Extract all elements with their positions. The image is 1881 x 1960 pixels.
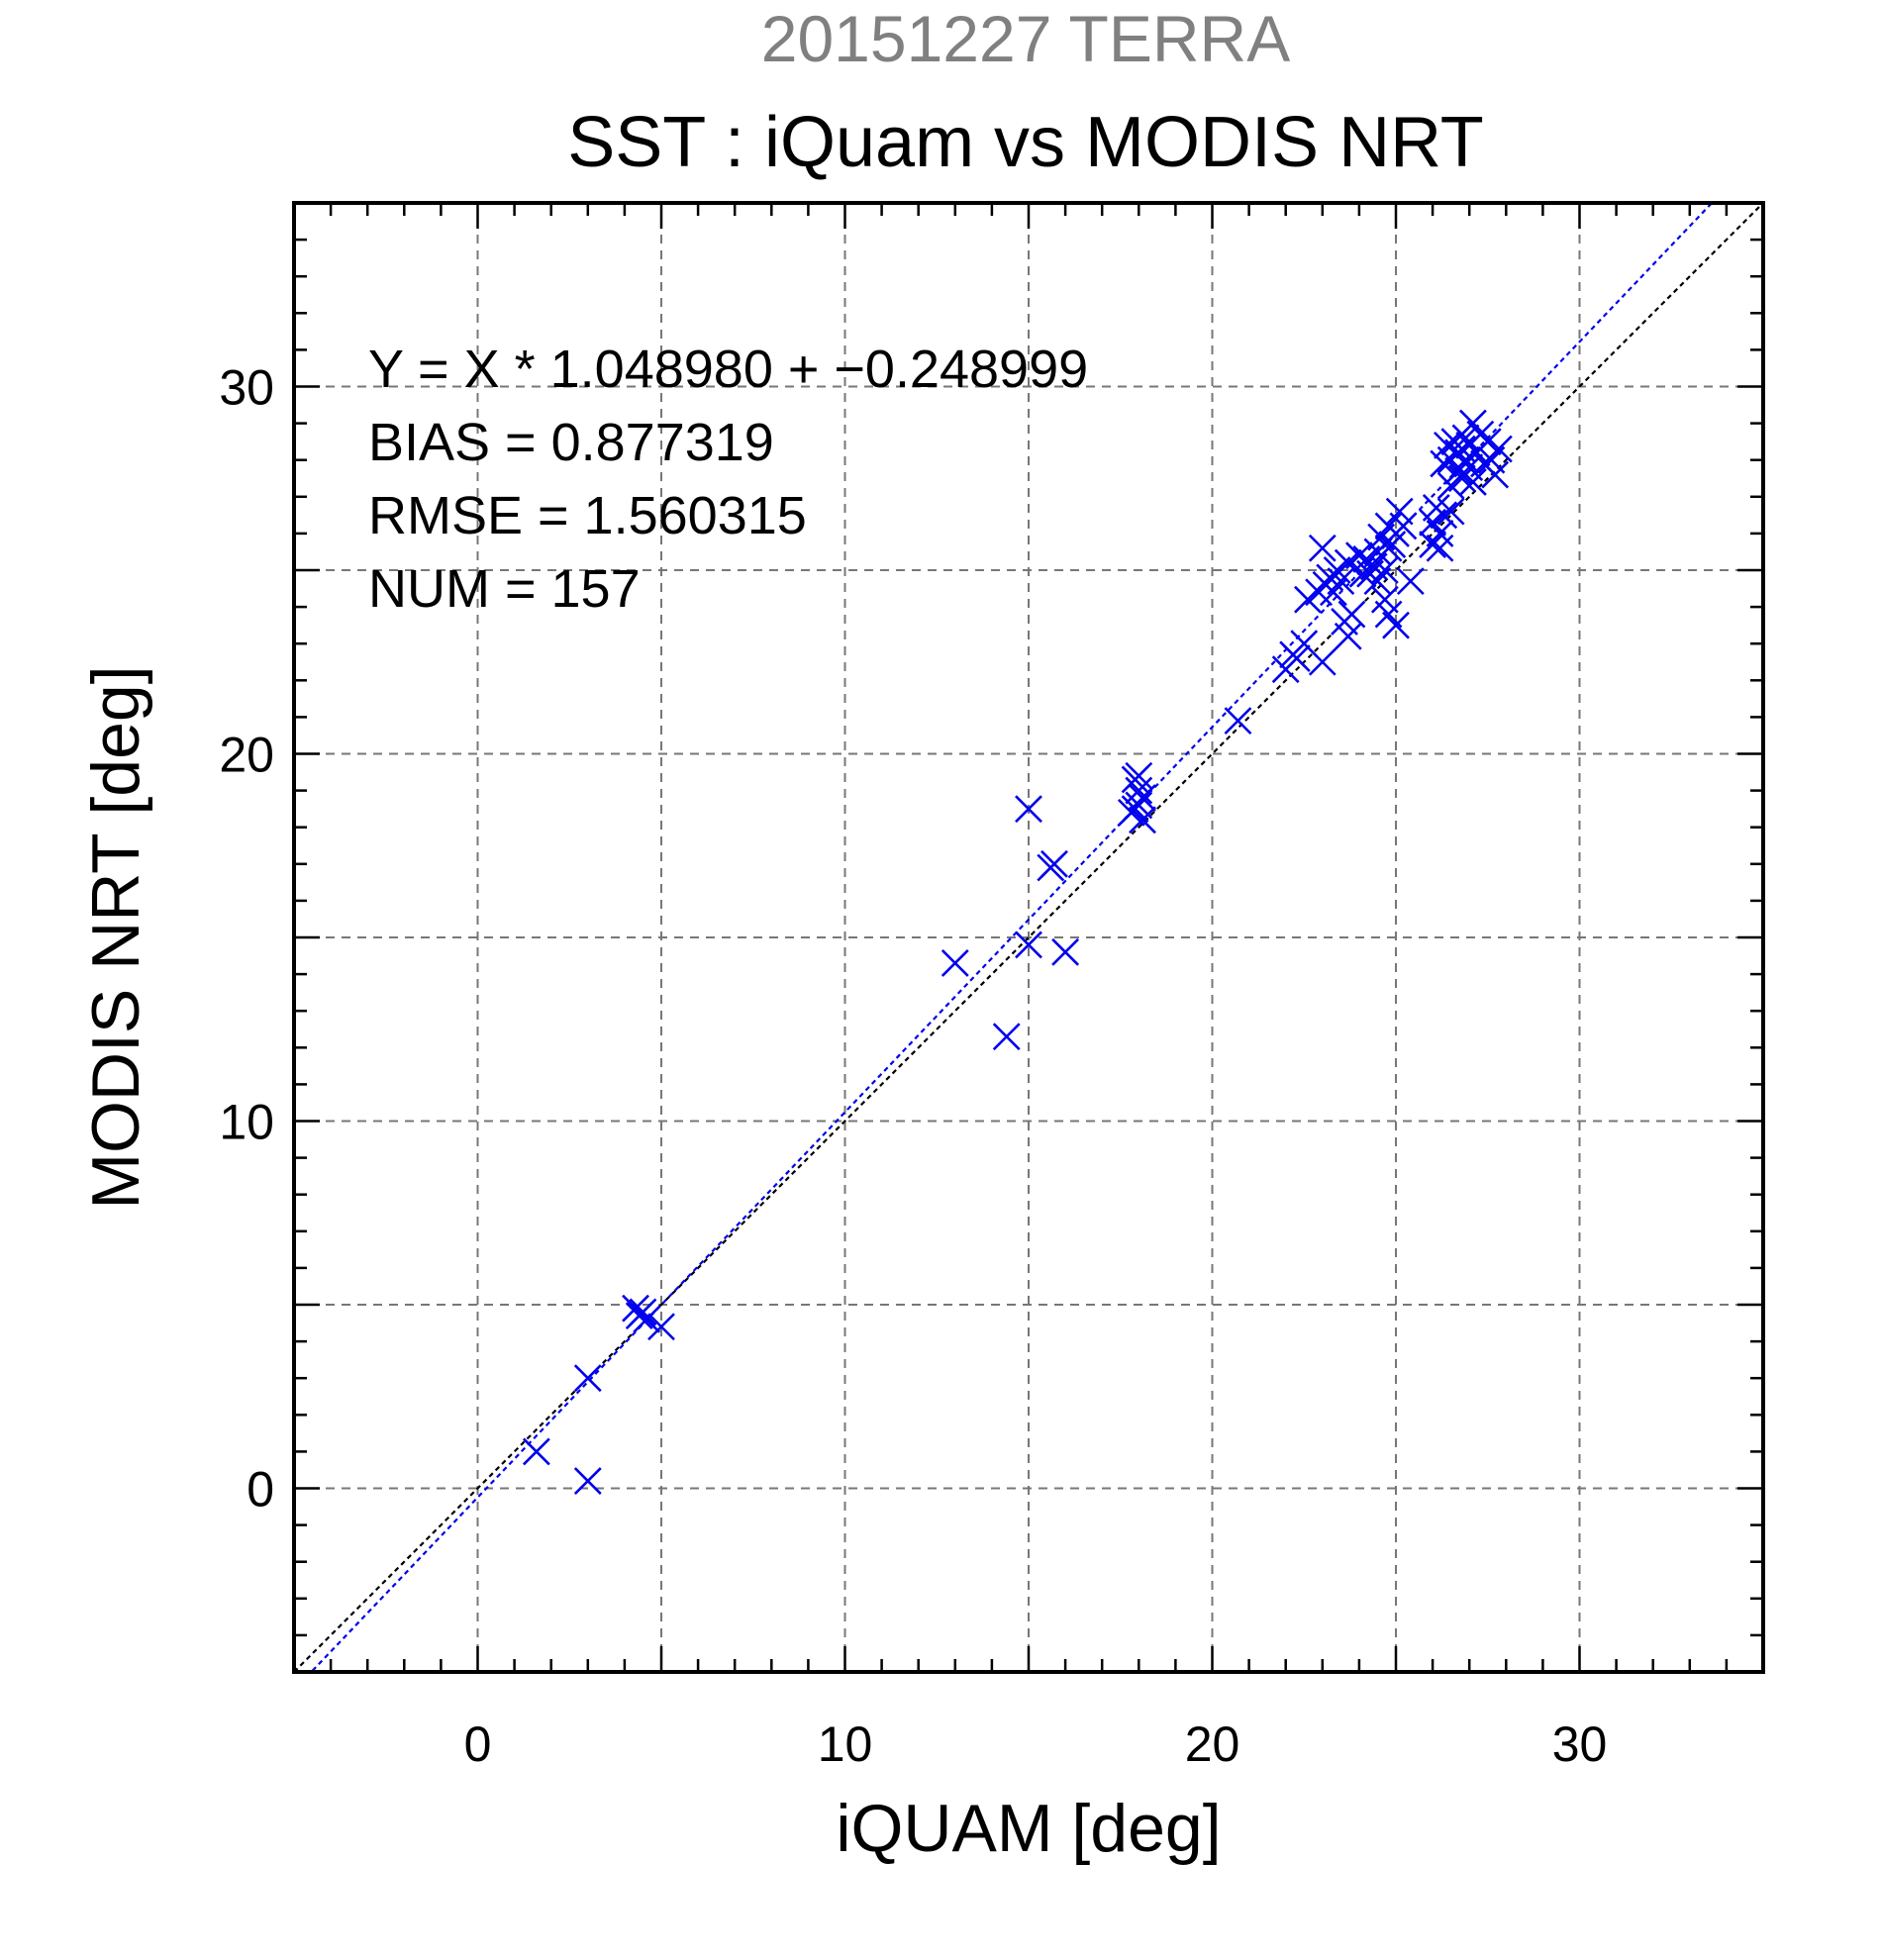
data-point — [1396, 567, 1425, 596]
y-tick-labels: 0 10 20 30 — [219, 360, 274, 1518]
data-point — [1040, 849, 1068, 878]
data-point — [633, 1305, 661, 1333]
data-point — [573, 1364, 602, 1393]
data-point — [1426, 519, 1454, 547]
data-point — [1337, 600, 1366, 629]
data-point — [1426, 534, 1454, 562]
x-tick-label: 0 — [464, 1716, 492, 1772]
data-point — [1436, 497, 1465, 526]
y-tick-label: 10 — [219, 1095, 274, 1150]
one-to-one-line — [294, 203, 1763, 1672]
data-point — [1327, 567, 1355, 596]
x-tick-label: 30 — [1552, 1716, 1608, 1772]
data-point — [1378, 531, 1407, 558]
data-point — [1308, 647, 1336, 676]
data-point — [1125, 776, 1153, 805]
data-point — [1224, 707, 1252, 735]
data-point — [1481, 460, 1510, 489]
chart-title: SST : iQuam vs MODIS NRT — [567, 103, 1484, 182]
data-point — [1382, 611, 1410, 639]
x-axis-label: iQUAM [deg] — [836, 1791, 1221, 1866]
plot-frame — [292, 201, 1765, 1674]
data-point — [1015, 795, 1042, 824]
grid-lines — [294, 203, 1763, 1672]
data-point — [647, 1313, 675, 1341]
data-point — [1282, 644, 1311, 672]
data-points — [522, 409, 1513, 1495]
data-point — [1308, 534, 1336, 562]
regression-lines — [294, 203, 1763, 1672]
chart-subtitle: 20151227 TERRA — [761, 2, 1290, 75]
num-value: NUM = 157 — [368, 559, 641, 619]
y-tick-label: 20 — [219, 728, 274, 783]
data-point — [522, 1437, 550, 1466]
stats-annotation: Y = X * 1.048980 + −0.248999 BIAS = 0.87… — [368, 340, 1088, 619]
x-tick-labels: 0 10 20 30 — [464, 1716, 1608, 1772]
data-point — [1430, 501, 1458, 530]
data-point — [940, 949, 969, 977]
data-point — [1458, 468, 1487, 496]
y-tick-label: 30 — [219, 360, 274, 416]
data-point — [1344, 541, 1373, 570]
x-tick-label: 10 — [818, 1716, 873, 1772]
data-point — [573, 1467, 602, 1495]
fit-equation: Y = X * 1.048980 + −0.248999 — [368, 340, 1088, 399]
y-axis-label: MODIS NRT [deg] — [78, 665, 153, 1209]
data-point — [1051, 937, 1080, 966]
data-point — [1389, 512, 1418, 540]
data-point — [1484, 435, 1513, 463]
data-point — [629, 1298, 657, 1326]
y-tick-label: 0 — [247, 1462, 274, 1518]
data-point — [992, 1023, 1021, 1051]
bias-value: BIAS = 0.877319 — [368, 413, 774, 472]
data-point — [1015, 931, 1042, 959]
fit-line — [309, 203, 1714, 1672]
data-point — [1129, 806, 1156, 834]
x-tick-label: 20 — [1185, 1716, 1240, 1772]
data-point — [1125, 761, 1153, 790]
rmse-value: RMSE = 1.560315 — [368, 486, 807, 545]
